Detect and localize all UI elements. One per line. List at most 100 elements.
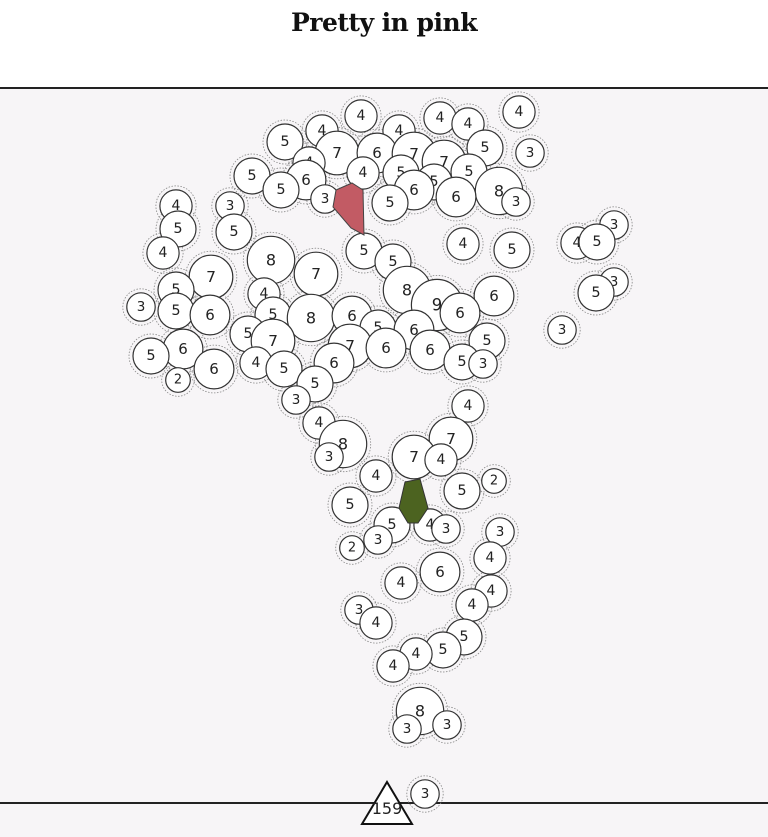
bubble[interactable]: 5 [215,213,253,251]
bubble-circle[interactable] [363,525,393,555]
bubble[interactable]: 6 [473,275,515,317]
bubble-circle[interactable] [443,472,481,510]
bubble[interactable]: 7 [293,251,339,297]
bubble-circle[interactable] [515,138,545,168]
bubble-circle[interactable] [262,171,300,209]
bubble[interactable]: 6 [439,292,481,334]
bubble-circle[interactable] [266,123,304,161]
bubble[interactable]: 3 [392,714,422,744]
bubble[interactable]: 6 [419,551,461,593]
bubble[interactable]: 4 [451,389,485,423]
bubble-circle[interactable] [193,348,235,390]
bubble[interactable]: 4 [424,443,458,477]
bubble-circle[interactable] [359,606,393,640]
bubble[interactable]: 2 [165,367,191,393]
bubble[interactable]: 8 [246,235,296,285]
bubble[interactable]: 4 [359,606,393,640]
bubble[interactable]: 3 [410,779,440,809]
bubble-circle[interactable] [547,315,577,345]
green-selector-piece[interactable] [398,478,429,524]
bubble-circle[interactable] [314,442,344,472]
bubble[interactable]: 2 [339,535,365,561]
bubble-circle[interactable] [481,468,507,494]
bubble[interactable]: 5 [493,231,531,269]
bubble-circle[interactable] [359,459,393,493]
bubble[interactable]: 4 [384,566,418,600]
bubble[interactable]: 5 [577,274,615,312]
bubble-circle[interactable] [376,649,410,683]
bubble-circle[interactable] [493,231,531,269]
bubble-circle[interactable] [365,327,407,369]
bubble[interactable]: 2 [481,468,507,494]
bubble-circle[interactable] [346,156,380,190]
bubble-circle[interactable] [339,535,365,561]
bubble-circle[interactable] [344,99,378,133]
bubble[interactable]: 4 [359,459,393,493]
bubble[interactable]: 3 [363,525,393,555]
bubble-circle[interactable] [331,486,369,524]
bubble-circle[interactable] [371,184,409,222]
bubble-circle[interactable] [473,275,515,317]
bubble[interactable]: 4 [502,95,536,129]
bubble-circle[interactable] [501,187,531,217]
bubble[interactable]: 5 [265,350,303,388]
bubble-circle[interactable] [439,292,481,334]
bubble-circle[interactable] [577,274,615,312]
bubble-circle[interactable] [578,223,616,261]
pink-selector-piece[interactable] [332,182,365,236]
bubble[interactable]: 5 [331,486,369,524]
bubble-circle[interactable] [446,227,480,261]
bubble[interactable]: 4 [376,649,410,683]
bubble[interactable]: 3 [281,385,311,415]
bubble-circle[interactable] [146,236,180,270]
bubble-circle[interactable] [468,349,498,379]
bubble[interactable]: 3 [485,517,515,547]
bubble-circle[interactable] [189,294,231,336]
bubble[interactable]: 5 [443,472,481,510]
bubble[interactable]: 6 [193,348,235,390]
bubble[interactable]: 5 [266,123,304,161]
bubble[interactable]: 6 [365,327,407,369]
bubble[interactable]: 4 [455,588,489,622]
bubble[interactable]: 4 [423,101,457,135]
bubble[interactable]: 7 [188,254,234,300]
bubble[interactable]: 3 [431,514,461,544]
bubble-circle[interactable] [126,292,156,322]
bubble[interactable]: 3 [126,292,156,322]
bubble[interactable]: 4 [446,227,480,261]
bubble-circle[interactable] [410,779,440,809]
bubble[interactable]: 4 [344,99,378,133]
bubble[interactable]: 4 [346,156,380,190]
bubble[interactable]: 3 [501,187,531,217]
bubble-circle[interactable] [451,389,485,423]
bubble-circle[interactable] [473,541,507,575]
bubble-circle[interactable] [281,385,311,415]
bubble-circle[interactable] [384,566,418,600]
bubble[interactable]: 3 [547,315,577,345]
bubble[interactable]: 5 [371,184,409,222]
bubble[interactable]: 5 [132,337,170,375]
bubble-circle[interactable] [265,350,303,388]
bubble[interactable]: 6 [435,176,477,218]
bubble-circle[interactable] [419,551,461,593]
bubble-circle[interactable] [431,514,461,544]
bubble-circle[interactable] [502,95,536,129]
bubble-circle[interactable] [165,367,191,393]
bubble[interactable]: 3 [314,442,344,472]
bubble-circle[interactable] [132,337,170,375]
bubble[interactable]: 3 [515,138,545,168]
bubble[interactable]: 5 [262,171,300,209]
bubble[interactable]: 5 [424,631,462,669]
bubble-circle[interactable] [392,714,422,744]
bubble-circle[interactable] [424,443,458,477]
bubble[interactable]: 3 [310,184,340,214]
bubble[interactable]: 5 [157,292,195,330]
bubble-circle[interactable] [215,213,253,251]
bubble[interactable]: 3 [432,710,462,740]
bubble[interactable]: 5 [578,223,616,261]
bubble[interactable]: 3 [468,349,498,379]
bubble[interactable]: 6 [189,294,231,336]
bubble[interactable]: 4 [473,541,507,575]
bubble[interactable]: 4 [146,236,180,270]
bubble-circle[interactable] [432,710,462,740]
